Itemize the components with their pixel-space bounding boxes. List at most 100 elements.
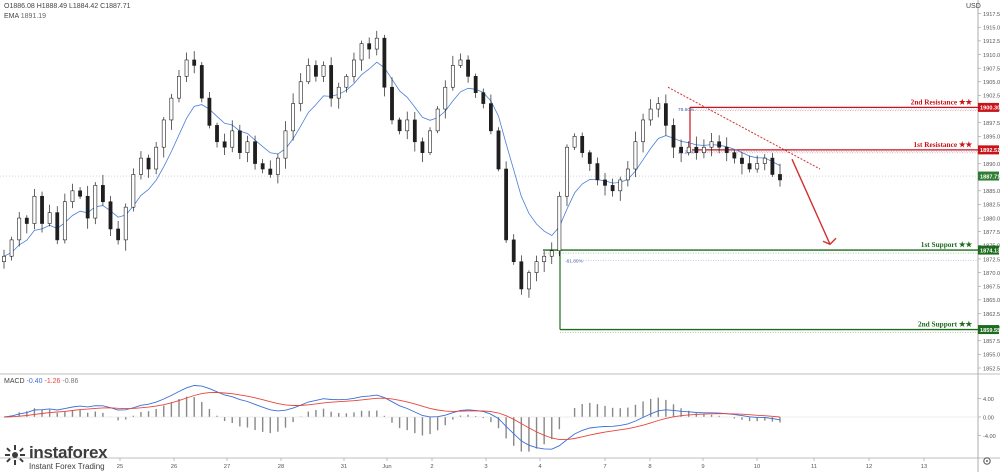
fib-label: 38.20% — [678, 150, 695, 156]
settings-gear-icon[interactable] — [981, 455, 993, 467]
time-tick-label: 28 — [278, 464, 284, 470]
resistance-price-tag — [978, 102, 999, 112]
macd-value-3: -0.86 — [62, 378, 79, 385]
price-tick-label: 1895.00 — [983, 135, 1000, 141]
candle-body — [139, 157, 143, 175]
time-tick-label: 11 — [811, 464, 817, 470]
price-tick-label: 1915.00 — [983, 26, 1000, 32]
price-tick-label: 1917.50 — [983, 12, 1000, 18]
macd-pane: 4.00 0.00 -4.00 — [0, 385, 996, 452]
macd-tick-label: -4.00 — [983, 434, 996, 440]
ema-readout: EMA 1891.19 — [4, 13, 46, 20]
time-tick-label: 4 — [538, 464, 542, 470]
price-tick-label: 1905.00 — [983, 80, 1000, 86]
candle-body — [93, 185, 98, 219]
candle-body — [694, 146, 699, 153]
candle-body — [123, 206, 128, 241]
ohlc-text: O1886.08 H1888.49 L1884.42 C1887.71 — [4, 3, 131, 10]
candle-body — [222, 141, 227, 148]
candle-body — [85, 195, 90, 219]
candle-body — [565, 146, 569, 197]
price-tick-label: 1882.50 — [983, 203, 1000, 209]
candle-body — [314, 65, 318, 77]
candle-body — [253, 141, 257, 164]
candle-body — [527, 272, 531, 290]
candle-body — [412, 119, 417, 143]
candle-body — [374, 37, 379, 50]
candle-body — [359, 43, 364, 61]
instaforex-logo: instaforex Instant Forex Trading — [4, 444, 108, 471]
candle-body — [161, 119, 166, 148]
candle-body — [679, 146, 683, 153]
candle-body — [496, 130, 501, 170]
candle-body — [215, 125, 219, 143]
candle-body — [473, 76, 478, 93]
signal-line — [3, 392, 781, 441]
candle-body — [747, 163, 752, 170]
projection-arrowhead — [822, 237, 837, 246]
candle-body — [702, 146, 706, 153]
candle-body — [62, 201, 67, 241]
candle-body — [656, 103, 661, 110]
candle-body — [587, 152, 592, 164]
resistance-price-value: 1900.30 — [980, 106, 1000, 112]
candle-body — [405, 119, 410, 132]
candle-body — [466, 59, 470, 77]
candle-body — [184, 59, 189, 77]
macd-line — [3, 385, 781, 450]
candle-body — [40, 195, 44, 224]
candle-body — [633, 141, 638, 170]
candle-body — [108, 201, 113, 230]
time-tick-label: 26 — [171, 464, 177, 470]
time-tick-label: 7 — [603, 464, 606, 470]
candle-body — [17, 217, 22, 241]
candle-body — [199, 65, 204, 99]
fib-label: -61.80% — [565, 259, 584, 265]
candle-body — [435, 108, 440, 132]
current-price-tag — [978, 171, 999, 181]
candle-body — [549, 250, 554, 257]
projection-arrow — [791, 158, 831, 245]
candle-body — [55, 212, 60, 241]
resistance-price-value: 1892.51 — [980, 148, 1000, 154]
resistance-label: 1st Resistance ★★ — [914, 140, 973, 149]
candle-body — [610, 185, 615, 192]
candle-body — [321, 65, 326, 77]
candle-body — [70, 190, 75, 203]
candle-body — [154, 146, 159, 170]
candle-body — [450, 65, 455, 88]
time-tick-label: 10 — [754, 464, 760, 470]
candle-body — [504, 168, 509, 241]
candle-body — [542, 255, 547, 262]
candle-body — [641, 119, 645, 143]
candle-body — [101, 185, 105, 203]
resistance-label: 2nd Resistance ★★ — [911, 97, 973, 106]
candle-body — [169, 97, 174, 121]
candle-body — [663, 103, 668, 126]
time-tick-label: 2 — [430, 464, 433, 470]
time-tick-label: 27 — [224, 464, 230, 470]
candle-body — [352, 59, 356, 77]
candle-body — [603, 179, 607, 186]
candle-body — [580, 135, 585, 153]
candle-body — [732, 152, 737, 159]
ema-label: EMA — [4, 13, 19, 20]
candle-body — [778, 174, 782, 181]
candle-body — [2, 255, 6, 262]
candle-body — [306, 65, 311, 83]
candle-body — [237, 130, 242, 153]
price-tick-label: 1880.00 — [983, 216, 1000, 222]
time-tick-label: 31 — [341, 464, 347, 470]
ohlc-readout: O1886.08 H1888.49 L1884.42 C1887.71 — [4, 3, 131, 10]
candle-body — [291, 103, 295, 132]
candle-body — [717, 141, 722, 148]
candle-body — [443, 86, 448, 110]
candle-body — [245, 141, 250, 153]
price-tick-label: 1890.00 — [983, 162, 1000, 168]
macd-value-2: -1.26 — [44, 378, 61, 385]
candle-body — [755, 163, 760, 170]
price-tick-label: 1872.50 — [983, 257, 1000, 263]
